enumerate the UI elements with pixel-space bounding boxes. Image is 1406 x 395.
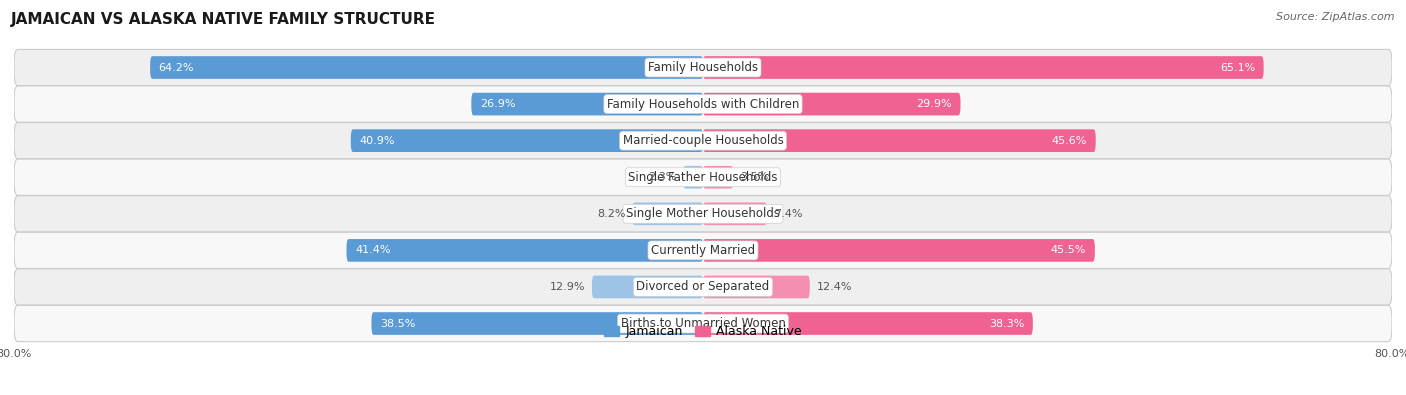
Text: Births to Unmarried Women: Births to Unmarried Women [620, 317, 786, 330]
Text: Family Households with Children: Family Households with Children [607, 98, 799, 111]
FancyBboxPatch shape [14, 122, 1392, 159]
Text: Currently Married: Currently Married [651, 244, 755, 257]
FancyBboxPatch shape [703, 129, 1095, 152]
FancyBboxPatch shape [683, 166, 703, 188]
Text: 38.5%: 38.5% [380, 318, 415, 329]
Text: 3.5%: 3.5% [740, 172, 768, 182]
FancyBboxPatch shape [14, 232, 1392, 269]
Text: 12.9%: 12.9% [550, 282, 585, 292]
FancyBboxPatch shape [471, 93, 703, 115]
FancyBboxPatch shape [14, 49, 1392, 86]
FancyBboxPatch shape [14, 269, 1392, 305]
Text: 8.2%: 8.2% [598, 209, 626, 219]
Text: 40.9%: 40.9% [360, 135, 395, 146]
Legend: Jamaican, Alaska Native: Jamaican, Alaska Native [599, 320, 807, 343]
FancyBboxPatch shape [703, 166, 733, 188]
FancyBboxPatch shape [703, 203, 766, 225]
FancyBboxPatch shape [14, 159, 1392, 196]
FancyBboxPatch shape [14, 86, 1392, 122]
Text: 2.3%: 2.3% [648, 172, 676, 182]
Text: JAMAICAN VS ALASKA NATIVE FAMILY STRUCTURE: JAMAICAN VS ALASKA NATIVE FAMILY STRUCTU… [11, 12, 436, 27]
FancyBboxPatch shape [703, 239, 1095, 262]
FancyBboxPatch shape [703, 93, 960, 115]
Text: 64.2%: 64.2% [159, 62, 194, 73]
Text: 12.4%: 12.4% [817, 282, 852, 292]
FancyBboxPatch shape [703, 312, 1033, 335]
Text: 45.5%: 45.5% [1050, 245, 1087, 256]
FancyBboxPatch shape [371, 312, 703, 335]
FancyBboxPatch shape [350, 129, 703, 152]
Text: Married-couple Households: Married-couple Households [623, 134, 783, 147]
FancyBboxPatch shape [633, 203, 703, 225]
FancyBboxPatch shape [14, 305, 1392, 342]
Text: 41.4%: 41.4% [356, 245, 391, 256]
Text: Single Father Households: Single Father Households [628, 171, 778, 184]
FancyBboxPatch shape [346, 239, 703, 262]
Text: 29.9%: 29.9% [917, 99, 952, 109]
FancyBboxPatch shape [14, 196, 1392, 232]
Text: 7.4%: 7.4% [773, 209, 801, 219]
Text: 26.9%: 26.9% [479, 99, 516, 109]
Text: Divorced or Separated: Divorced or Separated [637, 280, 769, 293]
Text: 38.3%: 38.3% [988, 318, 1024, 329]
Text: 45.6%: 45.6% [1052, 135, 1087, 146]
Text: 65.1%: 65.1% [1220, 62, 1256, 73]
FancyBboxPatch shape [703, 56, 1264, 79]
FancyBboxPatch shape [703, 276, 810, 298]
FancyBboxPatch shape [150, 56, 703, 79]
Text: Single Mother Households: Single Mother Households [626, 207, 780, 220]
Text: Source: ZipAtlas.com: Source: ZipAtlas.com [1277, 12, 1395, 22]
Text: Family Households: Family Households [648, 61, 758, 74]
FancyBboxPatch shape [592, 276, 703, 298]
